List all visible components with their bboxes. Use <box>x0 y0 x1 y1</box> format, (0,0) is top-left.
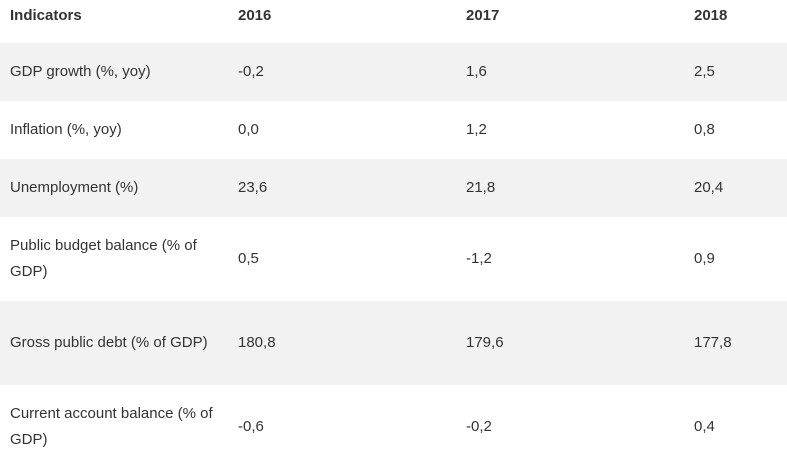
cell-2016: -0,6 <box>238 418 264 435</box>
cell-2017: -0,2 <box>466 418 492 435</box>
table-header-row: Indicators 2016 2017 2018 <box>0 0 787 43</box>
table-row: Gross public debt (% of GDP) 180,8 179,6… <box>0 301 787 385</box>
row-label: Public budget balance (% of GDP) <box>10 237 197 280</box>
cell-2016: 0,0 <box>238 121 259 138</box>
cell-2018: 0,8 <box>694 121 715 138</box>
cell-2016: -0,2 <box>238 63 264 80</box>
header-indicators: Indicators <box>10 7 82 24</box>
cell-2018: 177,8 <box>694 334 732 351</box>
header-2018: 2018 <box>694 7 728 24</box>
row-label: Gross public debt (% of GDP) <box>10 334 208 351</box>
header-2016: 2016 <box>238 7 272 24</box>
table-row: GDP growth (%, yoy) -0,2 1,6 2,5 <box>0 43 787 101</box>
cell-2018: 2,5 <box>694 63 715 80</box>
table-row: Current account balance (% of GDP) -0,6 … <box>0 385 787 454</box>
table-row: Inflation (%, yoy) 0,0 1,2 0,8 <box>0 101 787 159</box>
table-row: Public budget balance (% of GDP) 0,5 -1,… <box>0 217 787 301</box>
cell-2018: 20,4 <box>694 179 724 196</box>
cell-2016: 180,8 <box>238 334 276 351</box>
cell-2017: 179,6 <box>466 334 504 351</box>
cell-2017: -1,2 <box>466 250 492 267</box>
cell-2018: 0,9 <box>694 250 715 267</box>
table-row: Unemployment (%) 23,6 21,8 20,4 <box>0 159 787 217</box>
cell-2017: 1,2 <box>466 121 487 138</box>
row-label: Inflation (%, yoy) <box>10 121 122 138</box>
row-label: Current account balance (% of GDP) <box>10 405 213 448</box>
row-label: Unemployment (%) <box>10 179 139 196</box>
cell-2017: 21,8 <box>466 179 496 196</box>
cell-2016: 23,6 <box>238 179 268 196</box>
cell-2017: 1,6 <box>466 63 487 80</box>
row-label: GDP growth (%, yoy) <box>10 63 151 80</box>
header-2017: 2017 <box>466 7 500 24</box>
cell-2016: 0,5 <box>238 250 259 267</box>
cell-2018: 0,4 <box>694 418 715 435</box>
